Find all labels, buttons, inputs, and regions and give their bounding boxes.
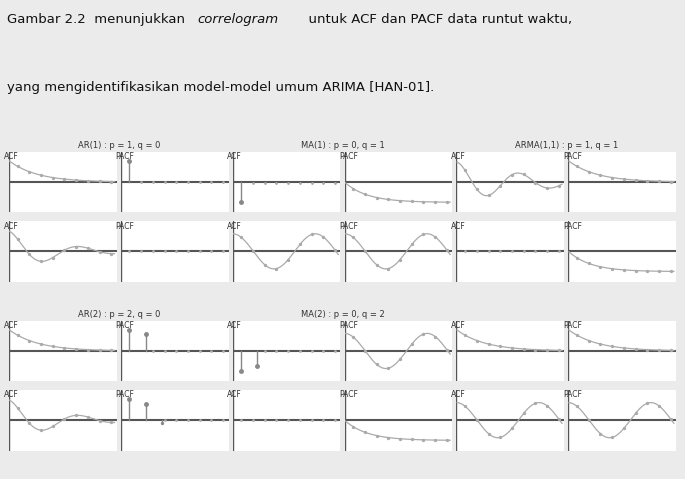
- Text: PACF: PACF: [563, 321, 582, 330]
- Text: ACF: ACF: [451, 152, 466, 161]
- Text: ACF: ACF: [227, 321, 242, 330]
- Text: PACF: PACF: [115, 152, 134, 161]
- Text: PACF: PACF: [339, 222, 358, 230]
- Text: ARMA(1,1) : p = 1, q = 1: ARMA(1,1) : p = 1, q = 1: [514, 141, 618, 150]
- Text: PACF: PACF: [339, 152, 358, 161]
- Text: PACF: PACF: [339, 390, 358, 399]
- Text: PACF: PACF: [563, 152, 582, 161]
- Text: PACF: PACF: [115, 222, 134, 230]
- Text: MA(2) : p = 0, q = 2: MA(2) : p = 0, q = 2: [301, 310, 384, 319]
- Text: ACF: ACF: [451, 390, 466, 399]
- Text: PACF: PACF: [563, 390, 582, 399]
- Text: ACF: ACF: [451, 321, 466, 330]
- Text: ACF: ACF: [451, 222, 466, 230]
- Text: ACF: ACF: [3, 321, 18, 330]
- Text: PACF: PACF: [563, 222, 582, 230]
- Text: correlogram: correlogram: [197, 12, 279, 25]
- Text: PACF: PACF: [339, 321, 358, 330]
- Text: AR(1) : p = 1, q = 0: AR(1) : p = 1, q = 0: [77, 141, 160, 150]
- Text: PACF: PACF: [115, 390, 134, 399]
- Text: PACF: PACF: [115, 321, 134, 330]
- Text: ACF: ACF: [3, 152, 18, 161]
- Text: MA(1) : p = 0, q = 1: MA(1) : p = 0, q = 1: [301, 141, 384, 150]
- Text: ACF: ACF: [227, 222, 242, 230]
- Text: Gambar 2.2  menunjukkan: Gambar 2.2 menunjukkan: [7, 12, 193, 25]
- Text: yang mengidentifikasikan model-model umum ARIMA [HAN-01].: yang mengidentifikasikan model-model umu…: [7, 81, 434, 94]
- Text: ACF: ACF: [3, 390, 18, 399]
- Text: ACF: ACF: [227, 390, 242, 399]
- Text: untuk ACF dan PACF data runtut waktu,: untuk ACF dan PACF data runtut waktu,: [299, 12, 572, 25]
- Text: AR(2) : p = 2, q = 0: AR(2) : p = 2, q = 0: [77, 310, 160, 319]
- Text: ACF: ACF: [227, 152, 242, 161]
- Text: ACF: ACF: [3, 222, 18, 230]
